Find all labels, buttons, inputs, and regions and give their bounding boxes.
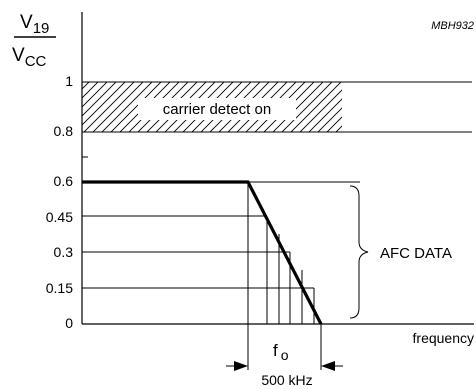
y-label-denominator: VCC — [12, 45, 47, 70]
y-tick-label-0-6: 0.6 — [54, 173, 74, 189]
afc-data-brace — [349, 185, 369, 319]
afc-characteristic-curve — [82, 180, 323, 325]
carrier-detect-label: carrier detect on — [163, 101, 271, 118]
y-tick-label-1: 1 — [65, 73, 73, 89]
bandwidth-label: 500 kHz — [261, 372, 312, 388]
y-tick-label-0-15: 0.15 — [46, 280, 73, 296]
y-tick-label-0-45: 0.45 — [46, 209, 73, 225]
carrier-detect-label-bg — [138, 98, 296, 120]
y-tick-label-0: 0 — [65, 315, 73, 331]
bandwidth-arrow-left-head — [234, 361, 248, 371]
y-tick-label-0-8: 0.8 — [54, 123, 74, 139]
afc-data-label: AFC DATA — [380, 245, 452, 262]
x-axis-label: frequency — [413, 330, 474, 346]
y-axis-label: V19 VCC — [12, 12, 56, 70]
figure-code: MBH932 — [431, 20, 474, 32]
y-label-numerator: V19 — [20, 12, 49, 37]
y-tick-label-0-3: 0.3 — [54, 244, 74, 260]
bandwidth-arrow-right-head — [321, 361, 335, 371]
